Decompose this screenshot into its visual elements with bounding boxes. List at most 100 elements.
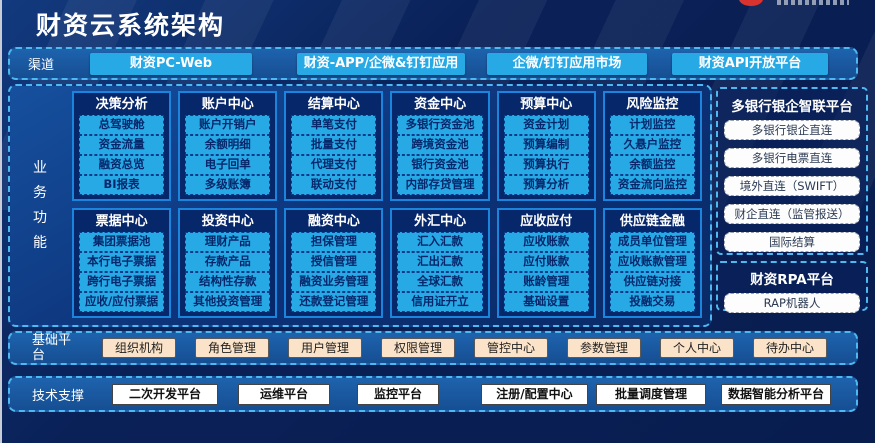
rpa-platform-title: 财资RPA平台 (750, 272, 834, 288)
logo-red-icon (739, 0, 763, 6)
module-title: 资金中心 (414, 97, 467, 112)
module-box: 账户中心 账户开销户 余额明细 电子回单 多级账簿 (178, 91, 278, 201)
tech-support-button: 运维平台 (238, 383, 330, 405)
base-platform-label: 基础平台 (32, 333, 72, 363)
module-title: 结算中心 (307, 97, 360, 112)
module-item: 账龄管理 (503, 272, 589, 292)
module-items: 多银行资金池 跨境资金池 银行资金池 内部存贷管理 (396, 115, 483, 195)
module-item: 融资总览 (79, 155, 165, 175)
base-platform-band: 基础平台 组织机构 角色管理 用户管理 权限管理 管控中心 参数管理 个人中心 待办中心 (8, 331, 858, 365)
base-platform-buttons: 组织机构 角色管理 用户管理 权限管理 管控中心 参数管理 个人中心 待办中心 (102, 338, 856, 358)
channel-band: 渠道 财资PC-Web 财资-APP/企微&钉钉应用 企微/钉钉应用市场 财资API开… (8, 47, 858, 80)
bank-platform-item: 境外直连（SWIFT） (724, 176, 860, 196)
base-platform-button: 参数管理 (567, 338, 641, 358)
module-box: 融资中心担保管理 授信管理 融资业务管理 还款登记管理 (284, 208, 384, 318)
module-item: 预算分析 (503, 175, 589, 195)
bank-platform-item: 多银行电票直连 (724, 148, 860, 168)
module-item: 余额监控 (609, 155, 695, 175)
module-item: 理财产品 (185, 232, 271, 252)
module-item: 联动支付 (291, 175, 377, 195)
bank-platform-item: 财企直连（监管报送） (724, 204, 860, 224)
module-item: 跨行电子票据 (79, 272, 165, 292)
base-platform-button: 组织机构 (102, 338, 176, 358)
module-item: 余额明细 (185, 135, 271, 155)
page-title: 财资云系统架构 (36, 11, 226, 40)
module-item: 应收/应付票据 (79, 292, 165, 312)
module-title: 融资中心 (307, 214, 360, 229)
module-item: 汇出汇款 (397, 252, 483, 272)
module-item: 内部存贷管理 (397, 175, 483, 195)
module-title: 风险监控 (626, 97, 679, 112)
module-item: 电子回单 (185, 155, 271, 175)
module-title: 投资中心 (201, 214, 254, 229)
module-box: 决策分析 总驾驶舱 资金流量 融资总览 BI报表 (72, 91, 172, 201)
module-box: 投资中心理财产品 存款产品 结构性存款 其他投资管理 (178, 208, 278, 318)
module-item: 信用证开立 (397, 292, 483, 312)
module-items: 理财产品 存款产品 结构性存款 其他投资管理 (184, 232, 271, 312)
tech-support-button: 监控平台 (357, 383, 439, 405)
module-title: 票据中心 (95, 214, 148, 229)
module-items: 计划监控 久悬户监控 余额监控 资金流向监控 (609, 115, 696, 195)
tech-support-button: 注册/配置中心 (481, 383, 588, 405)
modules-grid: 决策分析 总驾驶舱 资金流量 融资总览 BI报表 账户中心 账户开销户 余额明细 电子回单 多级账… (70, 86, 710, 325)
module-box: 结算中心单笔支付 批量支付 代理支付 联动支付 (284, 91, 384, 201)
channel-button: 财资-APP/企微&钉钉应用 (297, 52, 465, 75)
rpa-platform-panel: 财资RPA平台 RAP机器人 (716, 261, 868, 313)
bank-platform-items: 多银行银企直连 多银行电票直连 境外直连（SWIFT） 财企直连（监管报送） 国际结算 (718, 120, 866, 252)
module-item: 久悬户监控 (609, 135, 695, 155)
base-platform-button: 待办中心 (753, 338, 827, 358)
module-item: 预算编制 (503, 135, 589, 155)
base-platform-button: 角色管理 (195, 338, 269, 358)
module-item: 成员单位管理 (609, 232, 695, 252)
module-item: 其他投资管理 (185, 292, 271, 312)
module-item: 预算执行 (503, 155, 589, 175)
module-item: 担保管理 (291, 232, 377, 252)
module-title: 决策分析 (95, 97, 148, 112)
channel-button: 财资PC-Web (90, 52, 252, 75)
module-item: 应收账款管理 (609, 252, 695, 272)
module-items: 成员单位管理 应收账款管理 供应链对接 投融交易 (609, 232, 696, 312)
module-item: 存款产品 (185, 252, 271, 272)
module-item: 授信管理 (291, 252, 377, 272)
bank-platform-title: 多银行银企智联平台 (731, 99, 853, 115)
channel-button: 财资API开放平台 (672, 52, 828, 75)
module-item: 结构性存款 (185, 272, 271, 292)
module-box: 资金中心多银行资金池 跨境资金池 银行资金池 内部存贷管理 (390, 91, 490, 201)
base-platform-button: 权限管理 (381, 338, 455, 358)
module-item: 总驾驶舱 (79, 115, 165, 135)
module-box: 供应链金融成员单位管理 应收账款管理 供应链对接 投融交易 (602, 208, 702, 318)
module-title: 账户中心 (201, 97, 254, 112)
module-item: 还款登记管理 (291, 292, 377, 312)
logo-text-cropped (777, 0, 849, 5)
module-box: 预算中心资金计划 预算编制 预算执行 预算分析 (496, 91, 596, 201)
base-platform-button: 个人中心 (660, 338, 734, 358)
tech-support-button: 二次开发平台 (112, 383, 218, 405)
module-box: 票据中心集团票据池 本行电子票据 跨行电子票据 应收/应付票据 (72, 208, 172, 318)
module-item: 本行电子票据 (79, 252, 165, 272)
bank-platform-item: 多银行银企直连 (724, 120, 860, 140)
module-item: 多级账簿 (185, 175, 271, 195)
tech-support-band: 技术支撑 二次开发平台 运维平台 监控平台 注册/配置中心 批量调度管理 数据智能分析平台 (8, 376, 858, 412)
window-left-edge (0, 0, 2, 443)
module-item: 单笔支付 (291, 115, 377, 135)
module-item: 资金流量 (79, 135, 165, 155)
business-functions-label: 业务功能 (33, 159, 47, 251)
module-item: 应收账款 (503, 232, 589, 252)
tech-support-button: 数据智能分析平台 (721, 383, 831, 405)
module-items: 汇入汇款 汇出汇款 全球汇款 信用证开立 (396, 232, 483, 312)
module-item: 代理支付 (291, 155, 377, 175)
tech-support-button: 批量调度管理 (596, 383, 706, 405)
bank-platform-panel: 多银行银企智联平台 多银行银企直连 多银行电票直连 境外直连（SWIFT） 财企直连（… (716, 87, 868, 255)
module-title: 预算中心 (520, 97, 573, 112)
module-item: 批量支付 (291, 135, 377, 155)
module-item: 集团票据池 (79, 232, 165, 252)
module-item: 跨境资金池 (397, 135, 483, 155)
module-items: 单笔支付 批量支付 代理支付 联动支付 (290, 115, 377, 195)
rpa-platform-item: RAP机器人 (724, 293, 860, 313)
module-items: 担保管理 授信管理 融资业务管理 还款登记管理 (290, 232, 377, 312)
base-platform-button: 管控中心 (474, 338, 548, 358)
module-title: 供应链金融 (619, 214, 685, 229)
module-items: 资金计划 预算编制 预算执行 预算分析 (503, 115, 590, 195)
business-label-strip: 业务功能 (10, 86, 70, 325)
